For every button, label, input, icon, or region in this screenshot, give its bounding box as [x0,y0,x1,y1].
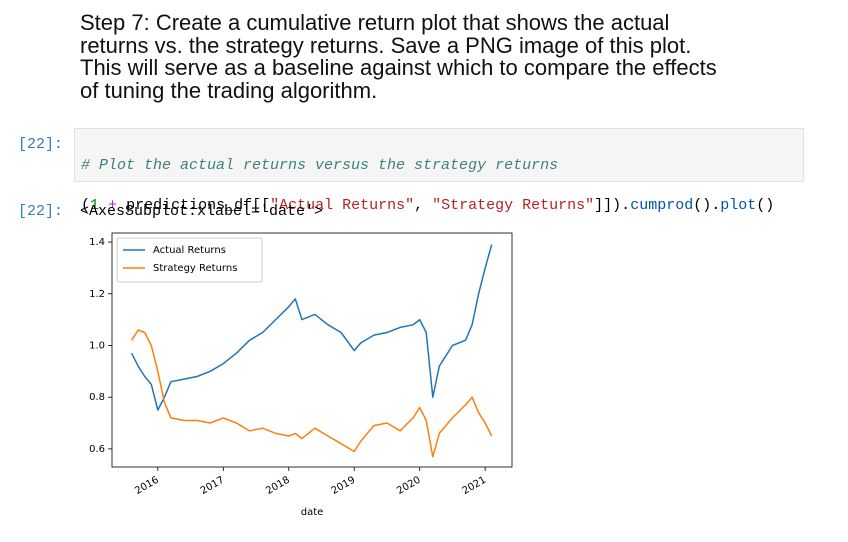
chart: date 0.6 0.8 1.0 1.2 1.4 2016 2017 2018 2019 2020… [89,232,513,518]
legend-box [116,237,263,283]
y-tick-label: 1.2 [89,289,105,300]
x-tick-label: 2019 [330,475,358,497]
series-line [130,244,493,411]
x-tick-label: 2020 [395,475,423,497]
heading-line: of tuning the trading algorithm. [80,77,378,103]
markdown-cell: Step 7: Create a cumulative return plot … [80,10,717,103]
code-token: 1 [90,197,100,214]
x-tick-label: 2017 [199,475,227,497]
input-prompt: [22]: [18,136,64,153]
series-line [130,329,493,458]
code-token: ]]). [594,197,631,214]
x-tick-label: 2021 [461,475,489,497]
code-comment: # Plot the actual returns versus the str… [81,157,559,174]
x-tick-label: 2016 [133,475,161,497]
code-token: () [756,197,775,214]
code-token: , [414,197,433,214]
heading-line: Step 7: Create a cumulative return plot … [80,10,670,35]
legend-label: Strategy Returns [153,263,237,274]
code-token: predictions_df[[ [117,197,271,214]
y-tick-label: 1.4 [89,237,105,248]
y-tick-label: 0.8 [89,392,105,403]
legend-label: Actual Returns [153,245,226,256]
code-token: ( [81,197,91,214]
y-tick-label: 1.0 [89,340,105,351]
code-token: plot [720,197,757,214]
code-token: (). [693,197,721,214]
axes-frame [111,232,513,468]
code-token: + [108,197,118,214]
code-cell[interactable]: # Plot the actual returns versus the str… [74,128,804,214]
code-token: "Strategy Returns" [432,197,595,214]
code-token: cumprod [630,197,694,214]
code-token: "Actual Returns" [270,197,415,214]
y-tick-label: 0.6 [89,444,105,455]
output-prompt: [22]: [18,203,64,220]
code-line: (1 + predictions_df[["Actual Returns", "… [81,196,797,216]
x-tick-label: 2018 [264,475,292,497]
heading-line: returns vs. the strategy returns. Save a… [80,32,692,58]
x-axis-label: date [301,507,324,518]
output-text: <AxesSubplot:xlabel='date'> [80,203,324,220]
heading-line: This will serve as a baseline against wh… [80,55,717,80]
